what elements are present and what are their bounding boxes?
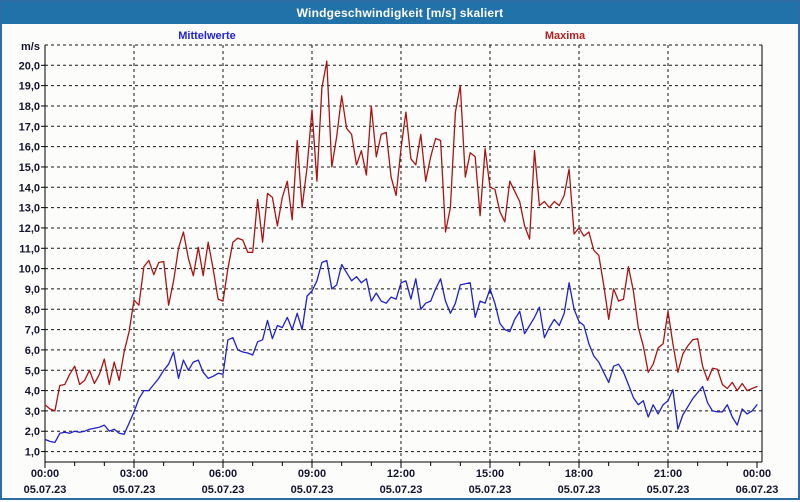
y-tick-label: 17,0 [19,121,40,133]
x-tick-time: 21:00 [654,468,682,480]
y-tick-label: 18,0 [19,101,40,113]
x-tick-time: 00:00 [31,468,59,480]
x-tick-date: 06.07.23 [736,484,779,496]
x-tick-time: 09:00 [298,468,326,480]
x-tick-time: 00:00 [743,468,771,480]
x-tick-date: 05.07.23 [558,484,601,496]
window-title: Windgeschwindigkeit [m/s] skaliert [296,6,504,20]
window-title-bar[interactable]: Windgeschwindigkeit [m/s] skaliert [2,2,798,24]
x-tick-date: 05.07.23 [202,484,245,496]
y-tick-label: 5,0 [25,365,40,377]
y-tick-label: 10,0 [19,264,40,276]
x-tick-time: 12:00 [387,468,415,480]
x-tick-date: 05.07.23 [24,484,67,496]
x-tick-time: 18:00 [565,468,593,480]
x-tick-date: 05.07.23 [291,484,334,496]
x-tick-date: 05.07.23 [647,484,690,496]
y-tick-label: 20,0 [19,60,40,72]
y-tick-label: 12,0 [19,223,40,235]
y-tick-label: 9,0 [25,284,40,296]
x-tick-time: 06:00 [209,468,237,480]
y-tick-label: 8,0 [25,304,40,316]
x-tick-date: 05.07.23 [380,484,423,496]
y-tick-label: 3,0 [25,406,40,418]
y-tick-label: 2,0 [25,426,40,438]
legend-maxima-label: Maxima [545,30,586,42]
x-tick-time: 03:00 [120,468,148,480]
y-tick-label: 16,0 [19,142,40,154]
series-mittelwerte-line [44,259,758,444]
y-tick-label: 13,0 [19,203,40,215]
x-tick-date: 05.07.23 [469,484,512,496]
y-tick-label: 6,0 [25,345,40,357]
series-maxima-line [44,60,758,412]
y-tick-label: 19,0 [19,81,40,93]
y-tick-label: 15,0 [19,162,40,174]
chart-plot-area: 1,0 2,0 3,0 4,0 5,0 6,0 7,0 8,0 9,0 10,0 11,0 12,0 1… [19,44,779,496]
legend-mittelwerte-label: Mittelwerte [178,30,235,42]
x-tick-date: 05.07.23 [113,484,156,496]
y-tick-label: 1,0 [25,447,40,459]
y-tick-label: 7,0 [25,325,40,337]
y-tick-label: 11,0 [19,243,40,255]
y-axis-unit-label: m/s [21,41,40,53]
x-tick-time: 15:00 [476,468,504,480]
y-tick-label: 4,0 [25,386,40,398]
y-tick-label: 14,0 [19,182,40,194]
